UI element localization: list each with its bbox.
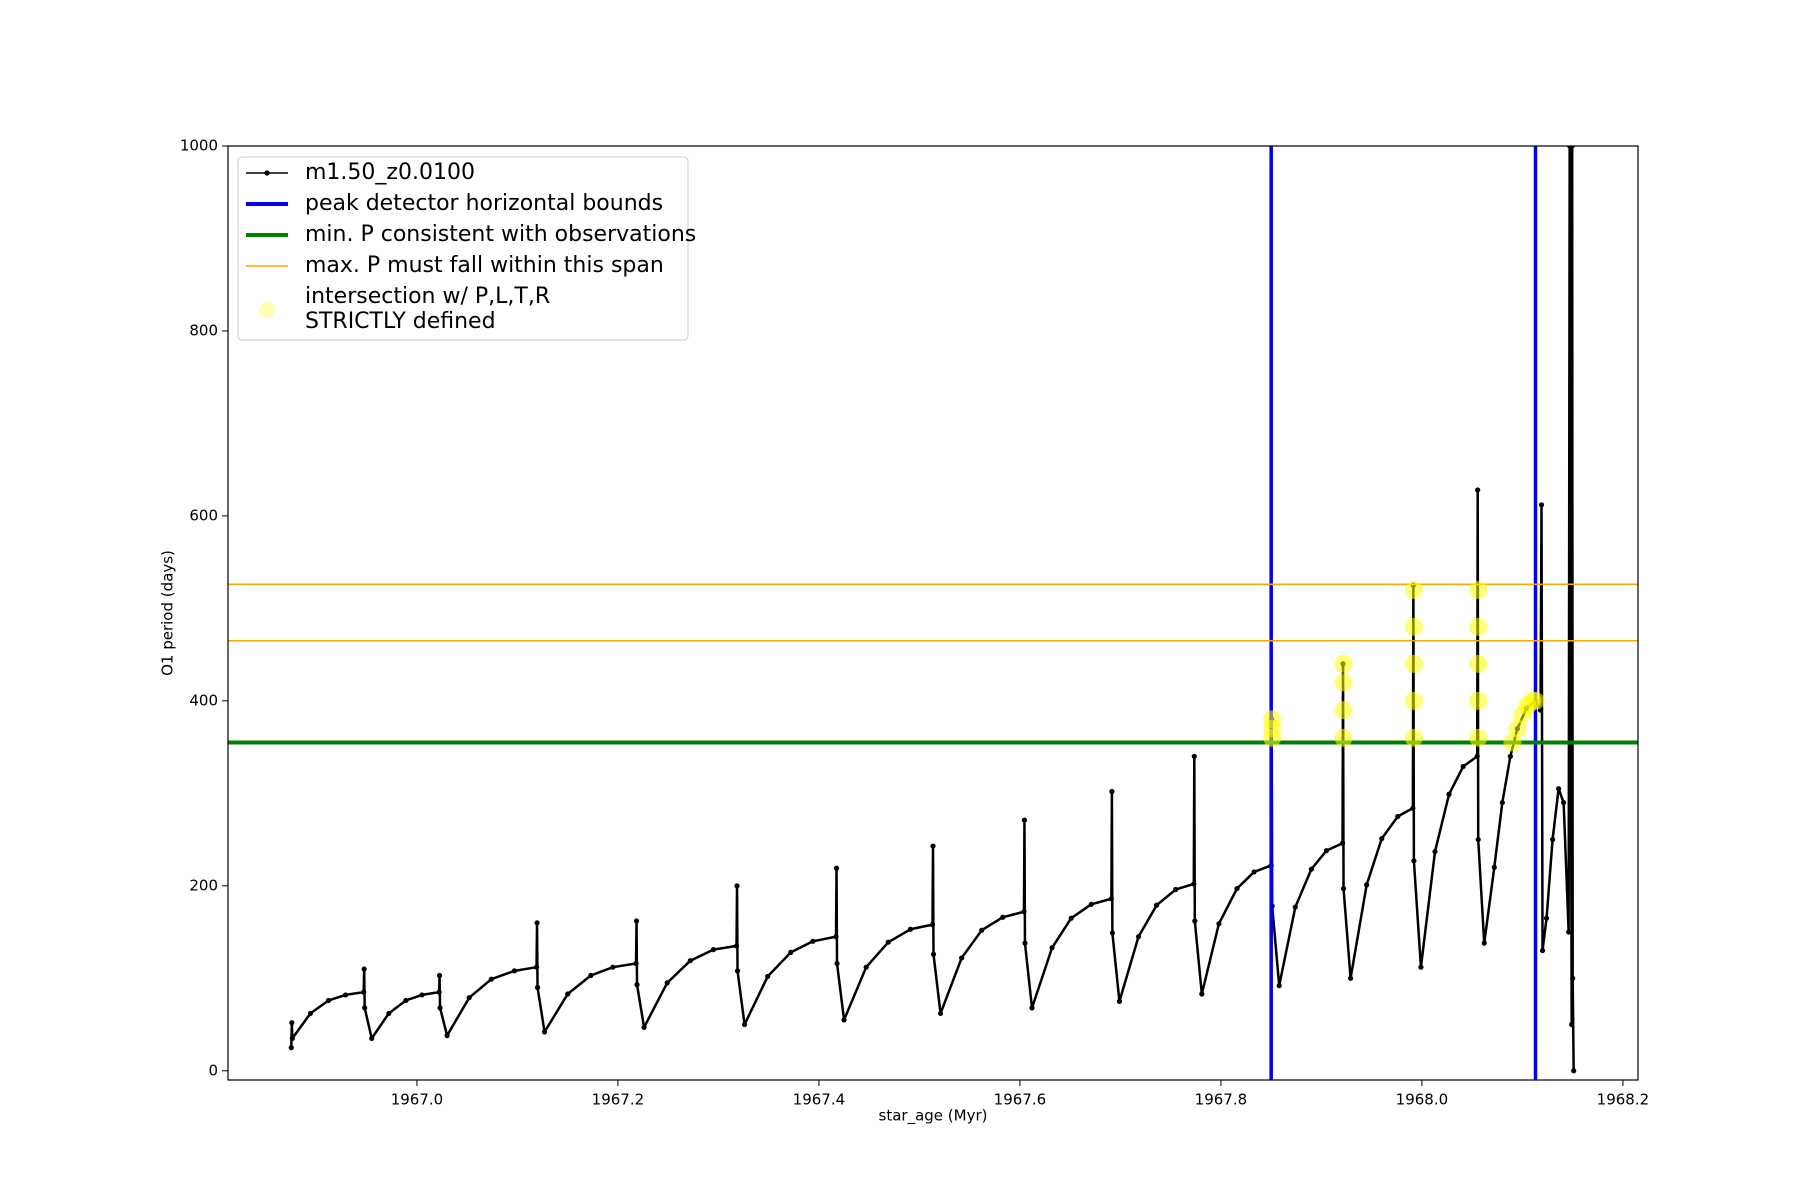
plot-frame <box>227 145 1639 1081</box>
legend-label: m1.50_z0.0100 <box>305 160 475 185</box>
legend-box <box>237 156 689 341</box>
scatter-point <box>1469 691 1488 710</box>
plot-area <box>228 146 1638 1080</box>
scatter-point <box>1508 719 1527 738</box>
scatter-point <box>1404 691 1423 710</box>
scatter-point <box>1334 701 1353 720</box>
x-tick-label: 1967.8 <box>1195 1091 1248 1109</box>
legend-marker <box>264 170 270 176</box>
scatter-point <box>1334 673 1353 692</box>
x-tick-label: 1968.2 <box>1597 1091 1650 1109</box>
legend-label: max. P must fall within this span <box>305 253 664 278</box>
scatter-point <box>1503 733 1522 752</box>
x-tick-label: 1968.0 <box>1396 1091 1449 1109</box>
scatter-point <box>1404 728 1423 747</box>
scatter-point <box>1469 728 1488 747</box>
x-axis-label: star_age (Myr) <box>879 1107 988 1126</box>
scatter-point <box>1469 617 1488 636</box>
scatter-point <box>1404 654 1423 673</box>
scatter-point <box>1404 617 1423 636</box>
y-axis-label: O1 period (days) <box>159 550 177 676</box>
y-tick-label: 200 <box>189 876 218 894</box>
scatter-point <box>1526 691 1545 710</box>
scatter-point <box>1334 654 1353 673</box>
scatter-point <box>1334 728 1353 747</box>
x-tick-label: 1967.4 <box>793 1091 846 1109</box>
y-tick-label: 0 <box>208 1061 218 1079</box>
y-tick-label: 800 <box>189 321 218 339</box>
y-tick-label: 400 <box>189 691 218 709</box>
legend-label: peak detector horizontal bounds <box>305 191 663 216</box>
scatter-point <box>1469 654 1488 673</box>
x-tick-label: 1967.6 <box>994 1091 1047 1109</box>
x-tick-label: 1967.2 <box>592 1091 645 1109</box>
data-line <box>288 146 1577 1074</box>
legend-label: intersection w/ P,L,T,R STRICTLY defined <box>305 284 550 334</box>
scatter-point <box>1263 710 1282 729</box>
y-tick-label: 600 <box>189 506 218 524</box>
scatter-point <box>1469 580 1488 599</box>
legend-marker <box>259 302 275 318</box>
legend-label: min. P consistent with observations <box>305 222 696 247</box>
x-tick-label: 1967.0 <box>391 1091 444 1109</box>
scatter-point <box>1404 580 1423 599</box>
y-tick-label: 1000 <box>180 137 218 155</box>
